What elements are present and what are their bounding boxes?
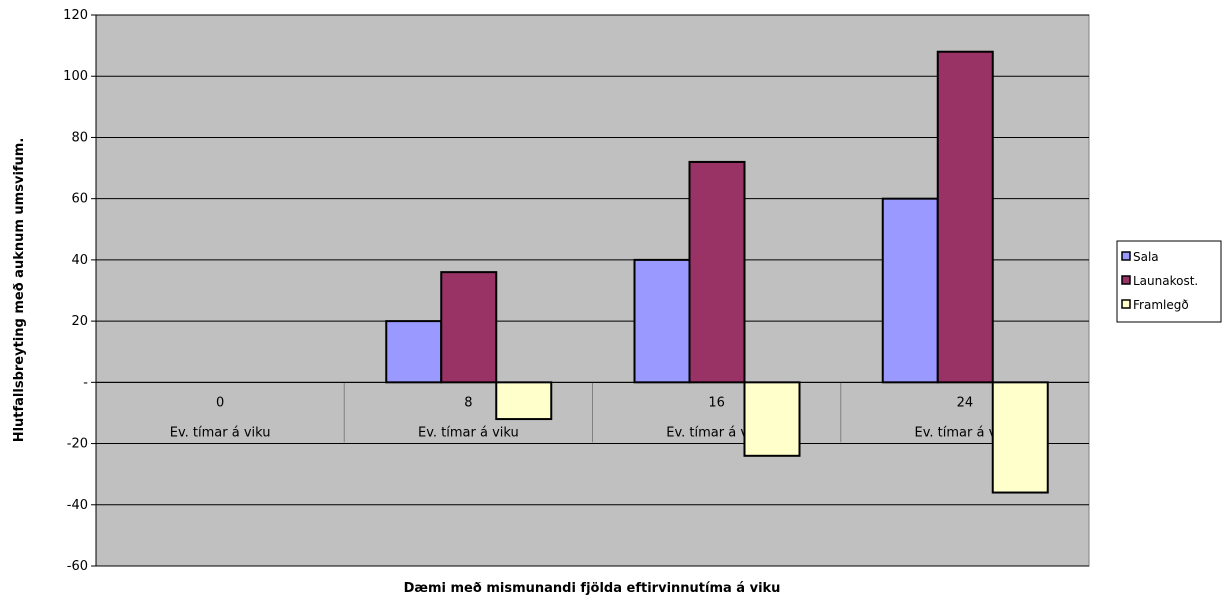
legend-box [1116,240,1222,323]
x-category-label: 8 [464,395,472,410]
x-axis-title: Dæmi með mismunandi fjölda eftirvinnutím… [404,581,781,596]
y-tick-label: 100 [63,69,88,84]
x-category-sublabel: Ev. tímar á viku [666,425,767,440]
y-axis-title: Hlutfallsbreyting með auknum umsvifum. [12,138,27,443]
y-tick-label: 60 [71,192,88,207]
bar-framleg [495,381,553,421]
y-tick-label: -60 [67,559,88,574]
bar-launakost [936,50,994,384]
bar-sala [881,197,939,384]
x-category-sublabel: Ev. tímar á viku [418,425,519,440]
y-tick-label: 40 [71,253,88,268]
y-tick-label: 80 [71,130,88,145]
legend-swatch [1121,275,1131,285]
x-category-label: 0 [216,395,224,410]
bar-framleg [743,381,801,457]
y-tick-label: -20 [67,437,88,452]
y-tick-label: - [83,375,88,390]
bar-framleg [991,381,1049,494]
x-category-label: 24 [957,395,974,410]
x-category-sublabel: Ev. tímar á viku [915,425,1016,440]
category-labels: 0 Ev. tímar á viku 8 Ev. tímar á viku 16 Ev. … [170,382,1016,443]
y-tick-label: 120 [63,8,88,23]
x-category-sublabel: Ev. tímar á viku [170,425,271,440]
legend: Sala Launakost. Framlegð [1116,240,1222,323]
legend-label: Framlegð [1133,298,1189,312]
bar-sala [633,258,691,384]
bar-launakost [440,271,498,384]
bar-launakost [688,160,746,384]
legend-label: Launakost. [1133,274,1198,288]
y-tick-label: 20 [71,314,88,329]
x-category-label: 16 [708,395,725,410]
legend-swatch [1121,299,1131,309]
bar-sala [385,320,443,384]
bars [96,50,1089,494]
legend-label: Sala [1133,250,1159,264]
legend-swatch [1121,251,1131,261]
y-tick-label: -40 [67,498,88,513]
